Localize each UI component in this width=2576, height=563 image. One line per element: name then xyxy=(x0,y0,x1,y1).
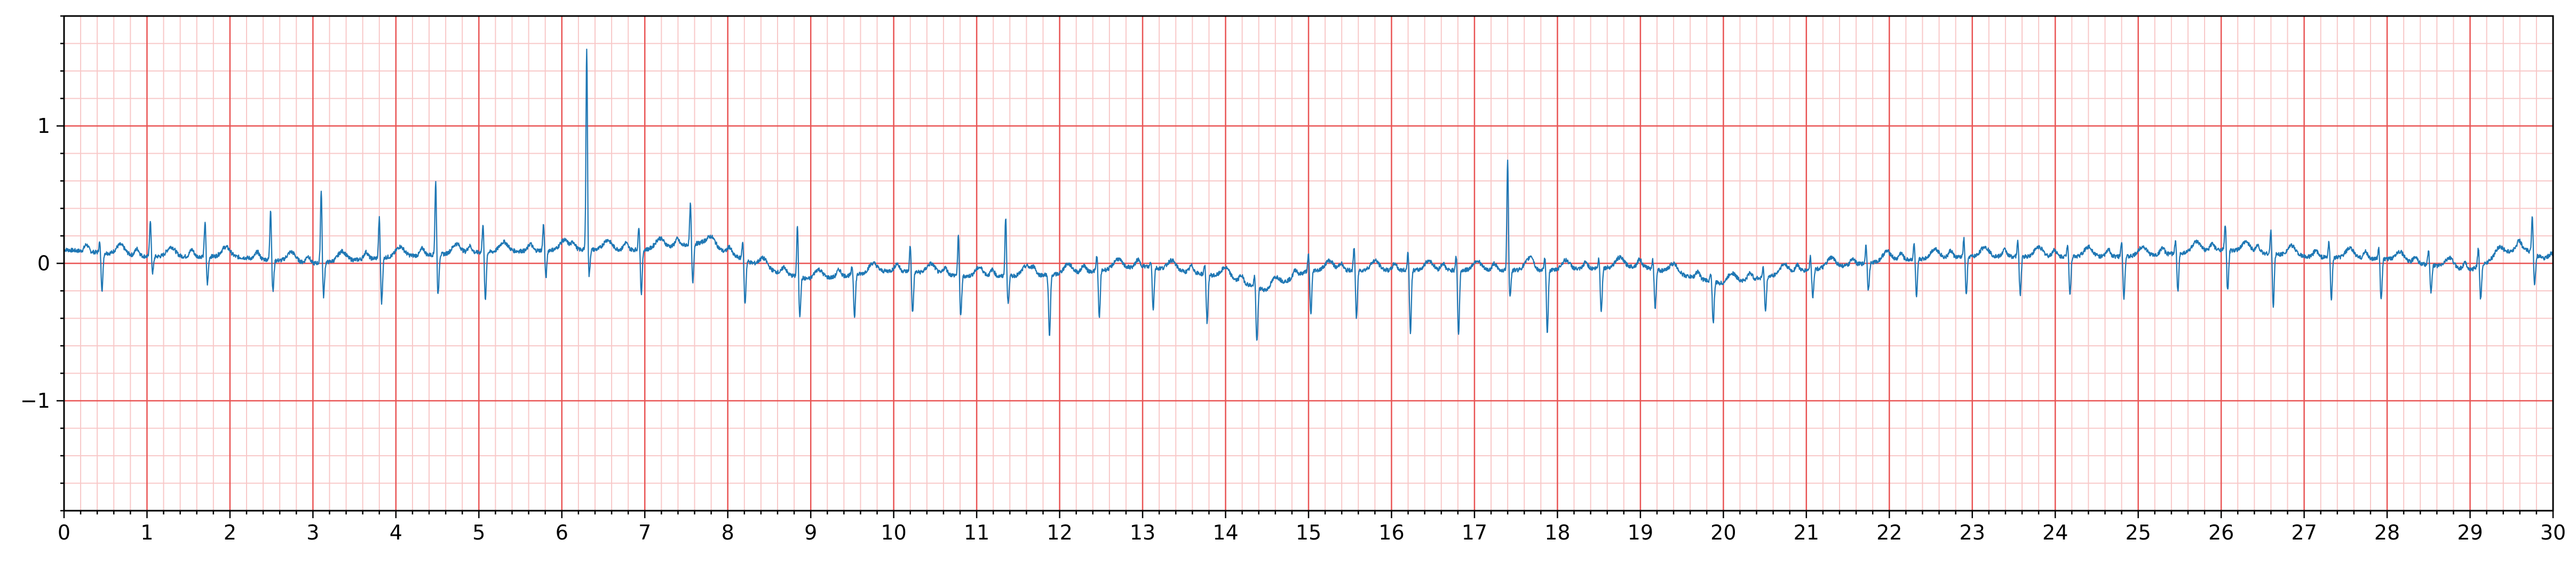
x-tick-label: 8 xyxy=(722,521,734,544)
x-tick-label: 11 xyxy=(964,521,989,544)
x-tick-label: 21 xyxy=(1794,521,1819,544)
x-tick-label: 6 xyxy=(556,521,568,544)
x-tick-label: 18 xyxy=(1544,521,1570,544)
ecg-series-line xyxy=(64,49,2554,341)
x-tick-label: 29 xyxy=(2457,521,2483,544)
x-tick-label: 20 xyxy=(1710,521,1736,544)
x-tick-label: 13 xyxy=(1130,521,1155,544)
x-tick-label: 5 xyxy=(472,521,485,544)
y-tick-label: 0 xyxy=(37,252,50,275)
x-tick-label: 9 xyxy=(804,521,817,544)
x-tick-label: 17 xyxy=(1462,521,1487,544)
x-tick-label: 12 xyxy=(1047,521,1072,544)
x-tick-label: 7 xyxy=(638,521,651,544)
x-tick-label: 28 xyxy=(2374,521,2400,544)
x-tick-label: 10 xyxy=(881,521,906,544)
x-tick-label: 16 xyxy=(1378,521,1404,544)
x-tick-label: 0 xyxy=(58,521,70,544)
x-tick-label: 3 xyxy=(306,521,319,544)
ecg-trace xyxy=(64,49,2554,341)
x-tick-label: 2 xyxy=(224,521,236,544)
y-tick-label: −1 xyxy=(20,389,50,413)
x-tick-label: 25 xyxy=(2125,521,2151,544)
x-tick-label: 1 xyxy=(140,521,153,544)
x-axis: 0 1 2 3 4 5 6 7 8 9 10 11 12 13 14 15 16 17 18 19 20 21 22 23 24… xyxy=(58,511,2566,544)
x-tick-label: 22 xyxy=(1876,521,1902,544)
x-tick-label: 30 xyxy=(2540,521,2566,544)
x-tick-label: 23 xyxy=(1960,521,1985,544)
x-tick-label: 26 xyxy=(2208,521,2234,544)
y-tick-label: 1 xyxy=(37,114,50,138)
x-tick-label: 19 xyxy=(1628,521,1653,544)
x-tick-label: 14 xyxy=(1212,521,1238,544)
x-tick-label: 27 xyxy=(2291,521,2317,544)
x-tick-label: 15 xyxy=(1296,521,1321,544)
x-tick-label: 4 xyxy=(390,521,402,544)
x-tick-label: 24 xyxy=(2042,521,2068,544)
y-axis: −1 0 1 xyxy=(20,15,64,512)
